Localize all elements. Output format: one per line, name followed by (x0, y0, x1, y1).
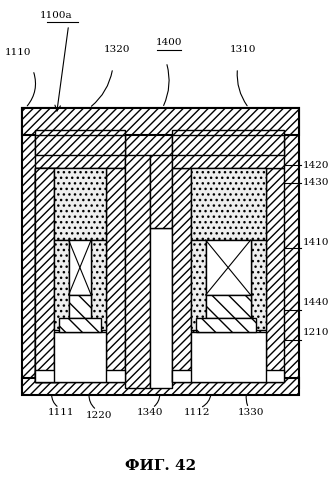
Bar (53, 240, 69, 330)
Bar (172, 135, 285, 155)
Bar (69, 240, 91, 295)
Bar (206, 240, 251, 295)
Text: 1111: 1111 (48, 408, 74, 417)
Bar (191, 168, 266, 240)
Text: ФИГ. 42: ФИГ. 42 (125, 459, 196, 473)
Bar (266, 168, 285, 382)
Text: 1310: 1310 (230, 45, 257, 54)
Text: 1430: 1430 (303, 178, 330, 187)
Bar (53, 168, 106, 240)
Bar (172, 168, 191, 382)
Bar (196, 318, 256, 332)
Text: 1410: 1410 (303, 238, 330, 247)
Text: 1330: 1330 (237, 408, 264, 417)
Bar (22, 378, 299, 395)
Bar (35, 168, 59, 382)
Text: 1210: 1210 (303, 328, 330, 337)
Bar (35, 168, 59, 382)
Bar (53, 332, 106, 382)
Text: 1340: 1340 (137, 408, 163, 417)
Text: 1420: 1420 (303, 161, 330, 170)
Bar (59, 318, 101, 332)
Bar (22, 108, 299, 388)
Bar (251, 240, 266, 330)
Bar (172, 130, 285, 168)
Bar (91, 240, 106, 330)
Bar (206, 295, 251, 318)
Text: 1112: 1112 (184, 408, 210, 417)
Bar (69, 295, 91, 318)
Bar (22, 108, 299, 135)
Bar (191, 332, 266, 382)
Text: 1100a: 1100a (40, 11, 73, 20)
Bar (172, 370, 285, 382)
Text: 1440: 1440 (303, 298, 330, 307)
Bar (191, 240, 206, 330)
Bar (35, 168, 53, 382)
Text: 1400: 1400 (156, 38, 182, 47)
Bar (125, 155, 150, 388)
Text: 1110: 1110 (5, 48, 31, 57)
Bar (35, 168, 59, 382)
Bar (106, 168, 125, 382)
Bar (150, 155, 172, 228)
Text: 1220: 1220 (85, 411, 112, 420)
Bar (35, 130, 125, 168)
Bar (35, 135, 125, 155)
Bar (150, 228, 172, 388)
Bar (35, 370, 125, 382)
Text: 1320: 1320 (104, 45, 131, 54)
